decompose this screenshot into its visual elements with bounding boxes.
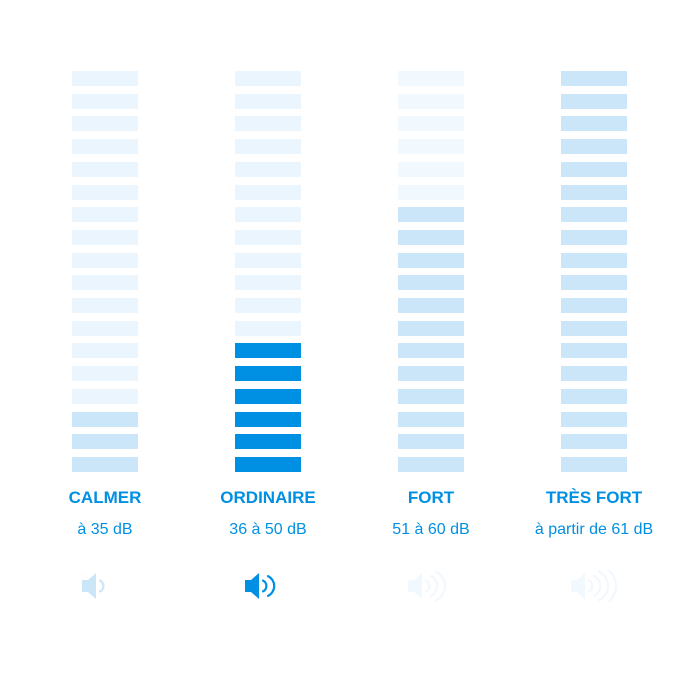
meter-segment-empty xyxy=(235,116,301,132)
meter-segment-filled xyxy=(561,366,627,382)
meter-segment-empty xyxy=(235,184,301,200)
meter-segment-filled xyxy=(561,207,627,223)
meter-segment-filled xyxy=(398,207,464,223)
meter-segment-filled xyxy=(561,298,627,313)
speaker-1-wave-icon xyxy=(25,570,185,607)
level-meter xyxy=(72,71,138,473)
meter-segment-filled xyxy=(398,366,464,382)
level-range: à 35 dB xyxy=(77,521,133,538)
meter-segment-empty xyxy=(72,252,138,268)
meter-segment-empty xyxy=(72,388,138,404)
meter-segment-filled xyxy=(72,456,138,472)
meter-segment-filled xyxy=(561,320,627,336)
level-meter xyxy=(561,71,627,473)
meter-segment-empty xyxy=(235,71,301,86)
speaker-icon xyxy=(408,570,447,602)
meter-column xyxy=(25,71,185,473)
meter-column xyxy=(351,71,511,473)
meter-segment-filled xyxy=(72,434,138,450)
meter-segment-empty xyxy=(72,161,138,177)
meter-segment-empty xyxy=(72,229,138,245)
meter-segment-filled xyxy=(398,456,464,472)
meter-segment-empty xyxy=(72,71,138,86)
meter-segment-filled xyxy=(398,275,464,291)
level-title: TRÈS FORT xyxy=(545,488,643,507)
level-title: FORT xyxy=(407,488,455,507)
meter-segment-filled xyxy=(235,366,301,382)
meter-segment-empty xyxy=(398,139,464,155)
meter-segment-empty xyxy=(72,93,138,109)
speaker-2-waves-icon xyxy=(188,570,348,607)
meter-segment-filled xyxy=(398,320,464,336)
meter-segment-empty xyxy=(398,116,464,132)
speaker-icon xyxy=(245,573,276,599)
meter-segment-filled xyxy=(561,252,627,268)
meter-segment-filled xyxy=(561,184,627,200)
meter-segment-empty xyxy=(235,161,301,177)
meter-segment-empty xyxy=(72,139,138,155)
meter-segment-filled xyxy=(235,411,301,427)
meter-segment-empty xyxy=(398,161,464,177)
meter-segment-filled xyxy=(561,434,627,450)
meter-segment-filled xyxy=(561,116,627,132)
meter-segment-empty xyxy=(72,207,138,223)
meter-segment-empty xyxy=(72,366,138,382)
meter-segment-empty xyxy=(235,139,301,155)
speaker-icon xyxy=(571,566,617,606)
meter-segment-filled xyxy=(398,229,464,245)
meter-column xyxy=(188,71,348,473)
speaker-3-waves-icon xyxy=(351,570,511,607)
meter-segment-empty xyxy=(235,207,301,223)
meter-segment-filled xyxy=(235,456,301,472)
speaker-4-waves-icon xyxy=(514,566,674,607)
meter-segment-filled xyxy=(561,388,627,404)
meter-segment-empty xyxy=(398,71,464,86)
meter-segment-filled xyxy=(561,139,627,155)
meter-segment-filled xyxy=(561,456,627,472)
level-meter xyxy=(235,71,301,473)
level-title: CALMER xyxy=(68,488,142,507)
level-range: 51 à 60 dB xyxy=(392,521,470,538)
meter-segment-filled xyxy=(561,229,627,245)
meter-segment-filled xyxy=(72,411,138,427)
meter-segment-empty xyxy=(72,298,138,313)
meter-segment-filled xyxy=(398,388,464,404)
meter-segment-empty xyxy=(235,275,301,291)
meter-segment-filled xyxy=(398,298,464,313)
meter-segment-empty xyxy=(235,252,301,268)
meter-segment-empty xyxy=(72,275,138,291)
level-title: ORDINAIRE xyxy=(220,488,316,507)
meter-segment-empty xyxy=(235,320,301,336)
meter-segment-empty xyxy=(72,116,138,132)
level-meter xyxy=(398,71,464,473)
meter-segment-filled xyxy=(235,434,301,450)
meter-segment-empty xyxy=(72,320,138,336)
meter-segment-filled xyxy=(235,388,301,404)
level-range: 36 à 50 dB xyxy=(229,521,307,538)
meter-segment-filled xyxy=(561,411,627,427)
meter-segment-filled xyxy=(561,93,627,109)
meter-segment-filled xyxy=(561,275,627,291)
meter-segment-filled xyxy=(398,411,464,427)
meter-segment-empty xyxy=(398,184,464,200)
meter-segment-empty xyxy=(235,93,301,109)
meter-segment-empty xyxy=(398,93,464,109)
meter-segment-empty xyxy=(72,184,138,200)
level-range: à partir de 61 dB xyxy=(534,521,654,538)
meter-column xyxy=(514,71,674,473)
meter-segment-empty xyxy=(235,298,301,313)
meter-segment-filled xyxy=(561,71,627,86)
meter-segment-filled xyxy=(398,252,464,268)
meter-segment-filled xyxy=(561,343,627,359)
meter-segment-filled xyxy=(398,343,464,359)
meter-segment-filled xyxy=(398,434,464,450)
meter-segment-empty xyxy=(235,229,301,245)
meter-segment-filled xyxy=(561,161,627,177)
speaker-icon xyxy=(82,573,105,599)
meter-segment-filled xyxy=(235,343,301,359)
meter-segment-empty xyxy=(72,343,138,359)
